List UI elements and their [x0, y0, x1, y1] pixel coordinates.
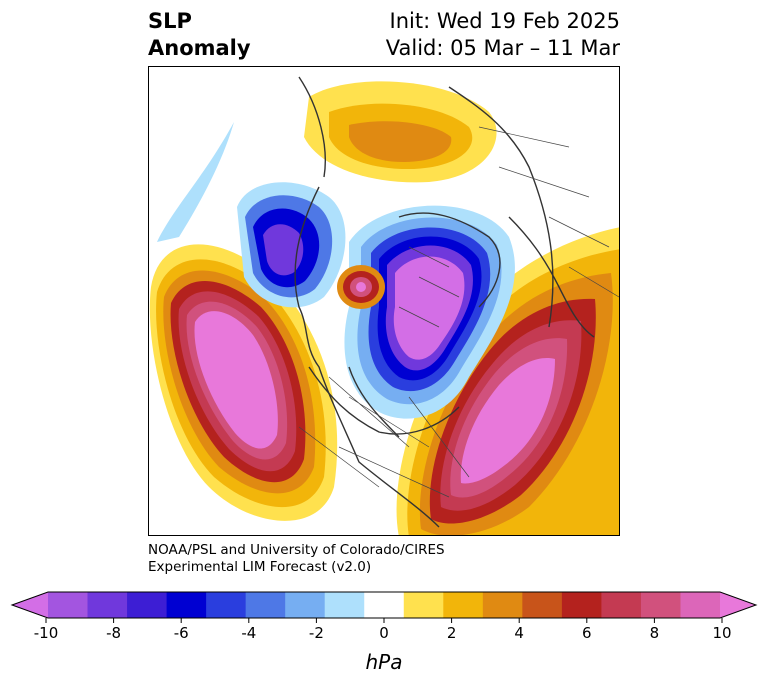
- colorbar-cell: [87, 592, 128, 618]
- borders: [298, 126, 619, 498]
- colorbar-cell: [206, 592, 247, 618]
- colorbar-cell: [48, 592, 89, 618]
- colorbar-tick-label: -10: [34, 624, 59, 638]
- colorbar: -10 -8 -6 -4 -2 0 2 4 6 8 10: [10, 591, 758, 638]
- units-label: hPa: [365, 650, 403, 674]
- colorbar-cell: [522, 592, 563, 618]
- siberia-low-anomaly: [237, 182, 346, 308]
- colorbar-tick-label: 6: [582, 624, 592, 638]
- slp-anomaly-map: [148, 66, 620, 536]
- colorbar-cell: [245, 592, 286, 618]
- credit-line-2: Experimental LIM Forecast (v2.0): [148, 559, 372, 575]
- colorbar-tick-label: 4: [514, 624, 524, 638]
- colorbar-ticks: -10 -8 -6 -4 -2 0 2 4 6 8 10: [34, 618, 732, 638]
- west-low-strip: [157, 122, 234, 242]
- arctic-low-anomaly: [344, 205, 515, 419]
- colorbar-cell: [601, 592, 642, 618]
- colorbar-tick-label: -4: [241, 624, 256, 638]
- arctic-high-cell: [337, 265, 385, 309]
- credit-line-1: NOAA/PSL and University of Colorado/CIRE…: [148, 542, 445, 558]
- colorbar-extend-low: [12, 592, 48, 618]
- colorbar-cells: [10, 591, 758, 619]
- colorbar-cell: [166, 592, 207, 618]
- colorbar-cell: [561, 592, 602, 618]
- siberian-high-anomaly: [304, 81, 497, 183]
- map-canvas: [149, 76, 619, 535]
- title-line-2: Anomaly: [148, 36, 251, 60]
- forecast-dates: Init: Wed 19 Feb 2025 Valid: 05 Mar – 11…: [386, 8, 620, 62]
- colorbar-cell: [127, 592, 168, 618]
- colorbar-extend-high: [720, 592, 756, 618]
- colorbar-cell: [482, 592, 523, 618]
- pacific-high-anomaly: [149, 244, 338, 521]
- coastlines: [294, 76, 595, 528]
- colorbar-tick-label: 10: [712, 624, 731, 638]
- colorbar-tick-label: 0: [379, 624, 389, 638]
- colorbar-cell: [324, 592, 365, 618]
- colorbar-cell: [403, 592, 444, 618]
- colorbar-tick-label: 8: [650, 624, 660, 638]
- colorbar-tick-label: 2: [447, 624, 457, 638]
- colorbar-tick-label: -8: [106, 624, 121, 638]
- init-date: Init: Wed 19 Feb 2025: [389, 9, 620, 33]
- colorbar-cell: [443, 592, 484, 618]
- title-line-1: SLP: [148, 9, 192, 33]
- colorbar-cell: [285, 592, 326, 618]
- colorbar-tick-label: -2: [309, 624, 324, 638]
- atlantic-high-anomaly: [396, 227, 619, 535]
- credit: NOAA/PSL and University of Colorado/CIRE…: [148, 542, 445, 576]
- map-title: SLP Anomaly: [148, 8, 251, 62]
- colorbar-cell: [364, 592, 405, 618]
- colorbar-outline: [10, 591, 758, 619]
- valid-dates: Valid: 05 Mar – 11 Mar: [385, 36, 620, 60]
- colorbar-cell: [640, 592, 681, 618]
- colorbar-cell: [680, 592, 721, 618]
- colorbar-tick-label: -6: [174, 624, 189, 638]
